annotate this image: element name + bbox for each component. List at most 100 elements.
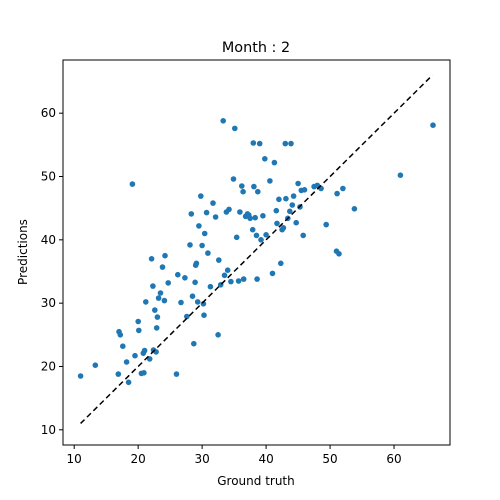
data-point — [220, 118, 226, 124]
data-point — [278, 260, 284, 267]
data-point — [280, 225, 287, 231]
reference-line — [80, 74, 433, 425]
data-point — [143, 299, 149, 305]
data-point — [250, 140, 257, 146]
data-point — [199, 242, 205, 249]
data-point — [253, 232, 260, 239]
data-point — [300, 232, 307, 239]
data-point — [193, 260, 200, 267]
data-point — [77, 373, 84, 379]
y-tick-label: 20 — [41, 359, 56, 373]
data-point — [276, 196, 282, 203]
data-point — [226, 206, 232, 213]
data-point — [233, 234, 240, 241]
data-point — [240, 276, 247, 282]
data-point — [340, 185, 346, 192]
data-point — [274, 220, 280, 227]
data-point — [187, 242, 193, 248]
data-point — [191, 340, 197, 347]
data-point — [221, 272, 228, 279]
data-point — [175, 271, 181, 278]
data-point — [189, 293, 196, 300]
data-point — [150, 283, 156, 289]
data-point — [115, 371, 122, 377]
data-point — [273, 207, 280, 214]
data-point — [161, 297, 168, 304]
data-point — [132, 352, 138, 359]
data-point — [141, 370, 147, 376]
data-point — [154, 314, 161, 320]
data-point — [141, 347, 148, 354]
data-point — [207, 283, 214, 290]
data-point — [254, 276, 260, 282]
y-tick-label: 30 — [41, 296, 56, 310]
data-point — [351, 206, 358, 212]
data-point — [301, 187, 308, 193]
x-tick-label: 10 — [67, 452, 82, 466]
data-point — [240, 188, 246, 195]
data-point — [215, 332, 221, 338]
data-point — [155, 295, 162, 301]
data-point — [249, 226, 256, 233]
data-point — [135, 318, 141, 325]
data-point — [228, 278, 234, 285]
data-point — [235, 278, 242, 284]
data-point — [336, 251, 342, 257]
data-point — [288, 140, 294, 147]
data-point — [92, 362, 99, 369]
data-point — [247, 215, 253, 222]
x-tick-label: 20 — [131, 452, 146, 466]
data-point — [251, 183, 257, 190]
data-point — [152, 307, 158, 313]
data-point — [120, 343, 126, 350]
data-point — [210, 200, 216, 206]
chart-title: Month : 2 — [222, 40, 290, 56]
data-point — [198, 193, 204, 199]
data-point — [237, 209, 243, 215]
x-tick-label: 30 — [194, 452, 209, 466]
data-point — [162, 252, 168, 259]
x-tick-label: 50 — [322, 452, 337, 466]
data-point — [212, 214, 219, 220]
data-point — [188, 211, 195, 217]
data-point — [256, 140, 263, 147]
data-point — [125, 379, 132, 386]
data-point — [334, 190, 340, 197]
data-point — [129, 181, 136, 187]
data-point — [289, 202, 296, 208]
data-point — [252, 214, 258, 221]
scatter-points — [77, 118, 436, 386]
data-point — [196, 223, 202, 229]
data-point — [287, 208, 293, 215]
data-point — [224, 267, 231, 274]
data-point — [205, 250, 211, 256]
data-point — [254, 188, 261, 195]
data-point — [293, 219, 300, 226]
y-tick-label: 40 — [41, 233, 56, 247]
data-point — [194, 299, 201, 305]
data-point — [269, 270, 276, 277]
data-point — [159, 264, 166, 270]
data-point — [271, 159, 278, 166]
data-point — [430, 122, 436, 128]
y-tick-label: 50 — [41, 170, 56, 184]
data-point — [184, 313, 190, 320]
data-point — [232, 125, 238, 132]
data-point — [201, 312, 207, 319]
data-point — [153, 325, 160, 331]
data-point — [148, 255, 155, 262]
data-point — [262, 156, 268, 162]
y-tick-label: 60 — [41, 106, 56, 120]
x-axis-label: Ground truth — [217, 474, 295, 488]
y-axis-label: Predictions — [16, 219, 30, 285]
data-point — [323, 221, 330, 228]
data-point — [173, 371, 180, 377]
plot-frame — [62, 59, 451, 446]
y-axis: 10 20 30 40 50 60 — [41, 106, 63, 437]
data-point — [157, 290, 164, 296]
data-point — [263, 232, 269, 238]
data-point — [295, 180, 301, 187]
data-point — [117, 332, 124, 338]
x-tick-label: 60 — [386, 452, 401, 466]
